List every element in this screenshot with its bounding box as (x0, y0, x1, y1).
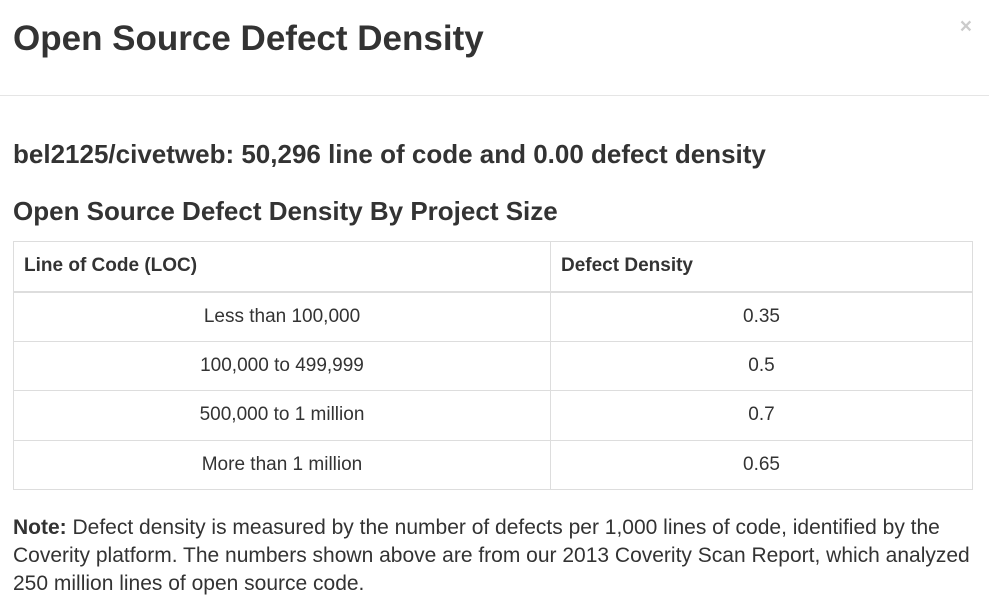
density-cell: 0.5 (550, 340, 973, 391)
close-icon[interactable]: × (959, 15, 972, 38)
modal-title: Open Source Defect Density (13, 19, 484, 58)
column-header-loc: Line of Code (LOC) (13, 241, 551, 293)
loc-cell: 100,000 to 499,999 (13, 340, 551, 391)
density-cell: 0.7 (550, 390, 973, 441)
project-summary: bel2125/civetweb: 50,296 line of code an… (13, 139, 766, 169)
loc-cell: 500,000 to 1 million (13, 390, 551, 441)
table-row: Less than 100,000 0.35 (13, 291, 973, 342)
table-row: 100,000 to 499,999 0.5 (13, 340, 973, 391)
defect-density-table: Line of Code (LOC) Defect Density Less t… (13, 241, 973, 490)
footnote: Note: Defect density is measured by the … (13, 514, 978, 598)
table-row: 500,000 to 1 million 0.7 (13, 390, 973, 441)
loc-cell: Less than 100,000 (13, 291, 551, 342)
table-heading: Open Source Defect Density By Project Si… (13, 196, 558, 226)
column-header-defect-density: Defect Density (550, 241, 973, 293)
density-cell: 0.35 (550, 291, 973, 342)
note-text: Defect density is measured by the number… (13, 516, 970, 595)
modal-header: Open Source Defect Density × (0, 0, 989, 96)
density-cell: 0.65 (550, 439, 973, 490)
note-label: Note: (13, 516, 67, 539)
loc-cell: More than 1 million (13, 439, 551, 490)
table-header-row: Line of Code (LOC) Defect Density (13, 241, 973, 293)
table-row: More than 1 million 0.65 (13, 439, 973, 490)
